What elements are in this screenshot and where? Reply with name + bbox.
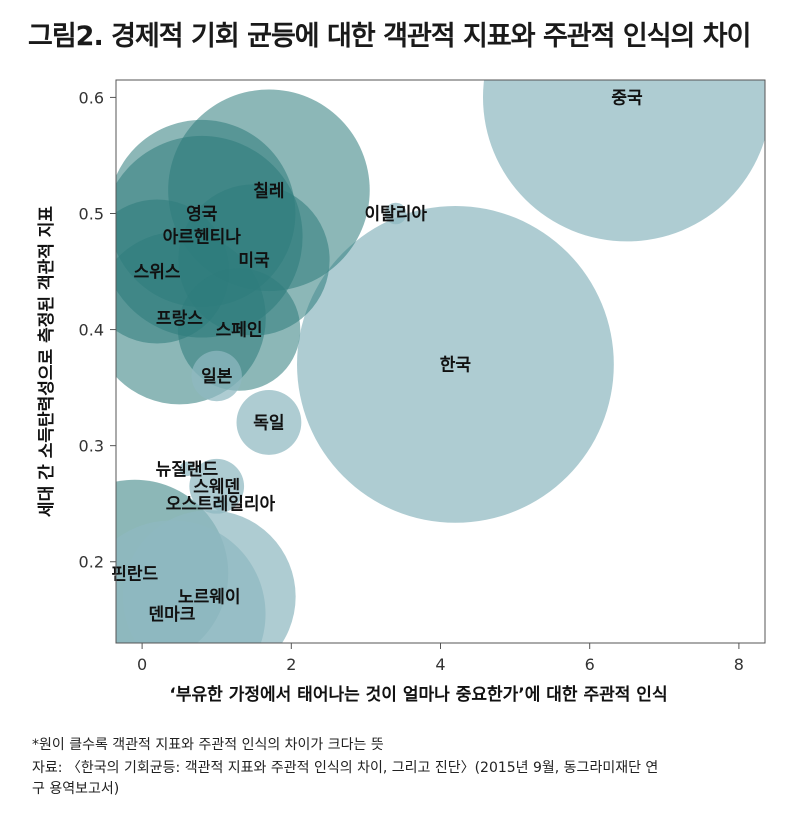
label-point-4: 영국 [186,204,218,224]
x-tick-label-0: 0 [137,655,147,674]
label-point-15: 핀란드 [111,564,158,584]
axes: 0 2 4 6 8 0.2 0.3 0.4 0.5 0.6 ‘부유한 가정에서 태어나는 것이 얼마… [37,88,744,705]
chart-title: 그림2. 경제적 기회 균등에 대한 객관적 지표와 주관적 인식의 차이 [28,21,751,52]
x-axis-label: ‘부유한 가정에서 태어나는 것이 얼마나 중요한가’에 대한 주관적 인식 [169,685,667,705]
source-line-1: 자료: 〈한국의 기회균등: 객관적 지표와 주관적 인식의 차이, 그리고 진… [32,760,659,776]
bubble-layer [116,80,765,643]
x-tick-label-4: 8 [734,655,744,674]
bubble-point-10 [191,350,242,402]
bubble-point-12 [179,461,195,477]
y-tick-label-2: 0.4 [79,321,104,340]
label-point-13: 스웨덴 [193,477,240,497]
label-point-14: 오스트레일리아 [166,495,276,515]
label-point-10: 일본 [201,367,233,387]
label-point-6: 미국 [238,251,270,271]
label-point-0: 중국 [611,88,643,108]
source-line-2: 구 용역보고서) [32,781,120,797]
label-point-9: 스페인 [216,321,263,341]
y-axis-label: 세대 간 소득탄력성으로 측정된 객관적 지표 [37,206,57,517]
label-point-17: 덴마크 [148,605,195,625]
x-tick-label-3: 6 [585,655,595,674]
label-point-7: 스위스 [134,263,181,283]
bubble-point-2 [384,202,407,225]
footnote: *원이 클수록 객관적 지표와 주관적 인식의 차이가 크다는 뜻 [32,737,384,753]
label-point-12: 뉴질랜드 [156,459,219,480]
y-tick-label-1: 0.3 [79,437,104,456]
label-point-1: 한국 [440,355,472,375]
label-point-11: 독일 [253,413,284,433]
label-point-16: 노르웨이 [178,588,241,608]
bubble-point-1 [297,206,614,523]
y-tick-label-0: 0.2 [79,553,104,572]
label-point-5: 아르헨티나 [163,228,242,248]
x-tick-label-1: 2 [286,655,296,674]
bubble-point-14 [213,496,228,511]
y-tick-label-4: 0.6 [79,88,104,107]
x-tick-label-2: 4 [435,655,445,674]
y-tick-label-3: 0.5 [79,204,104,223]
label-point-3: 칠레 [253,180,284,201]
bubble-point-16 [122,510,296,643]
label-point-8: 프랑스 [156,309,203,329]
bubble-point-13 [189,458,245,514]
bubble-point-0 [483,80,765,242]
label-point-2: 이탈리아 [364,203,427,224]
bubble-point-11 [236,390,302,455]
